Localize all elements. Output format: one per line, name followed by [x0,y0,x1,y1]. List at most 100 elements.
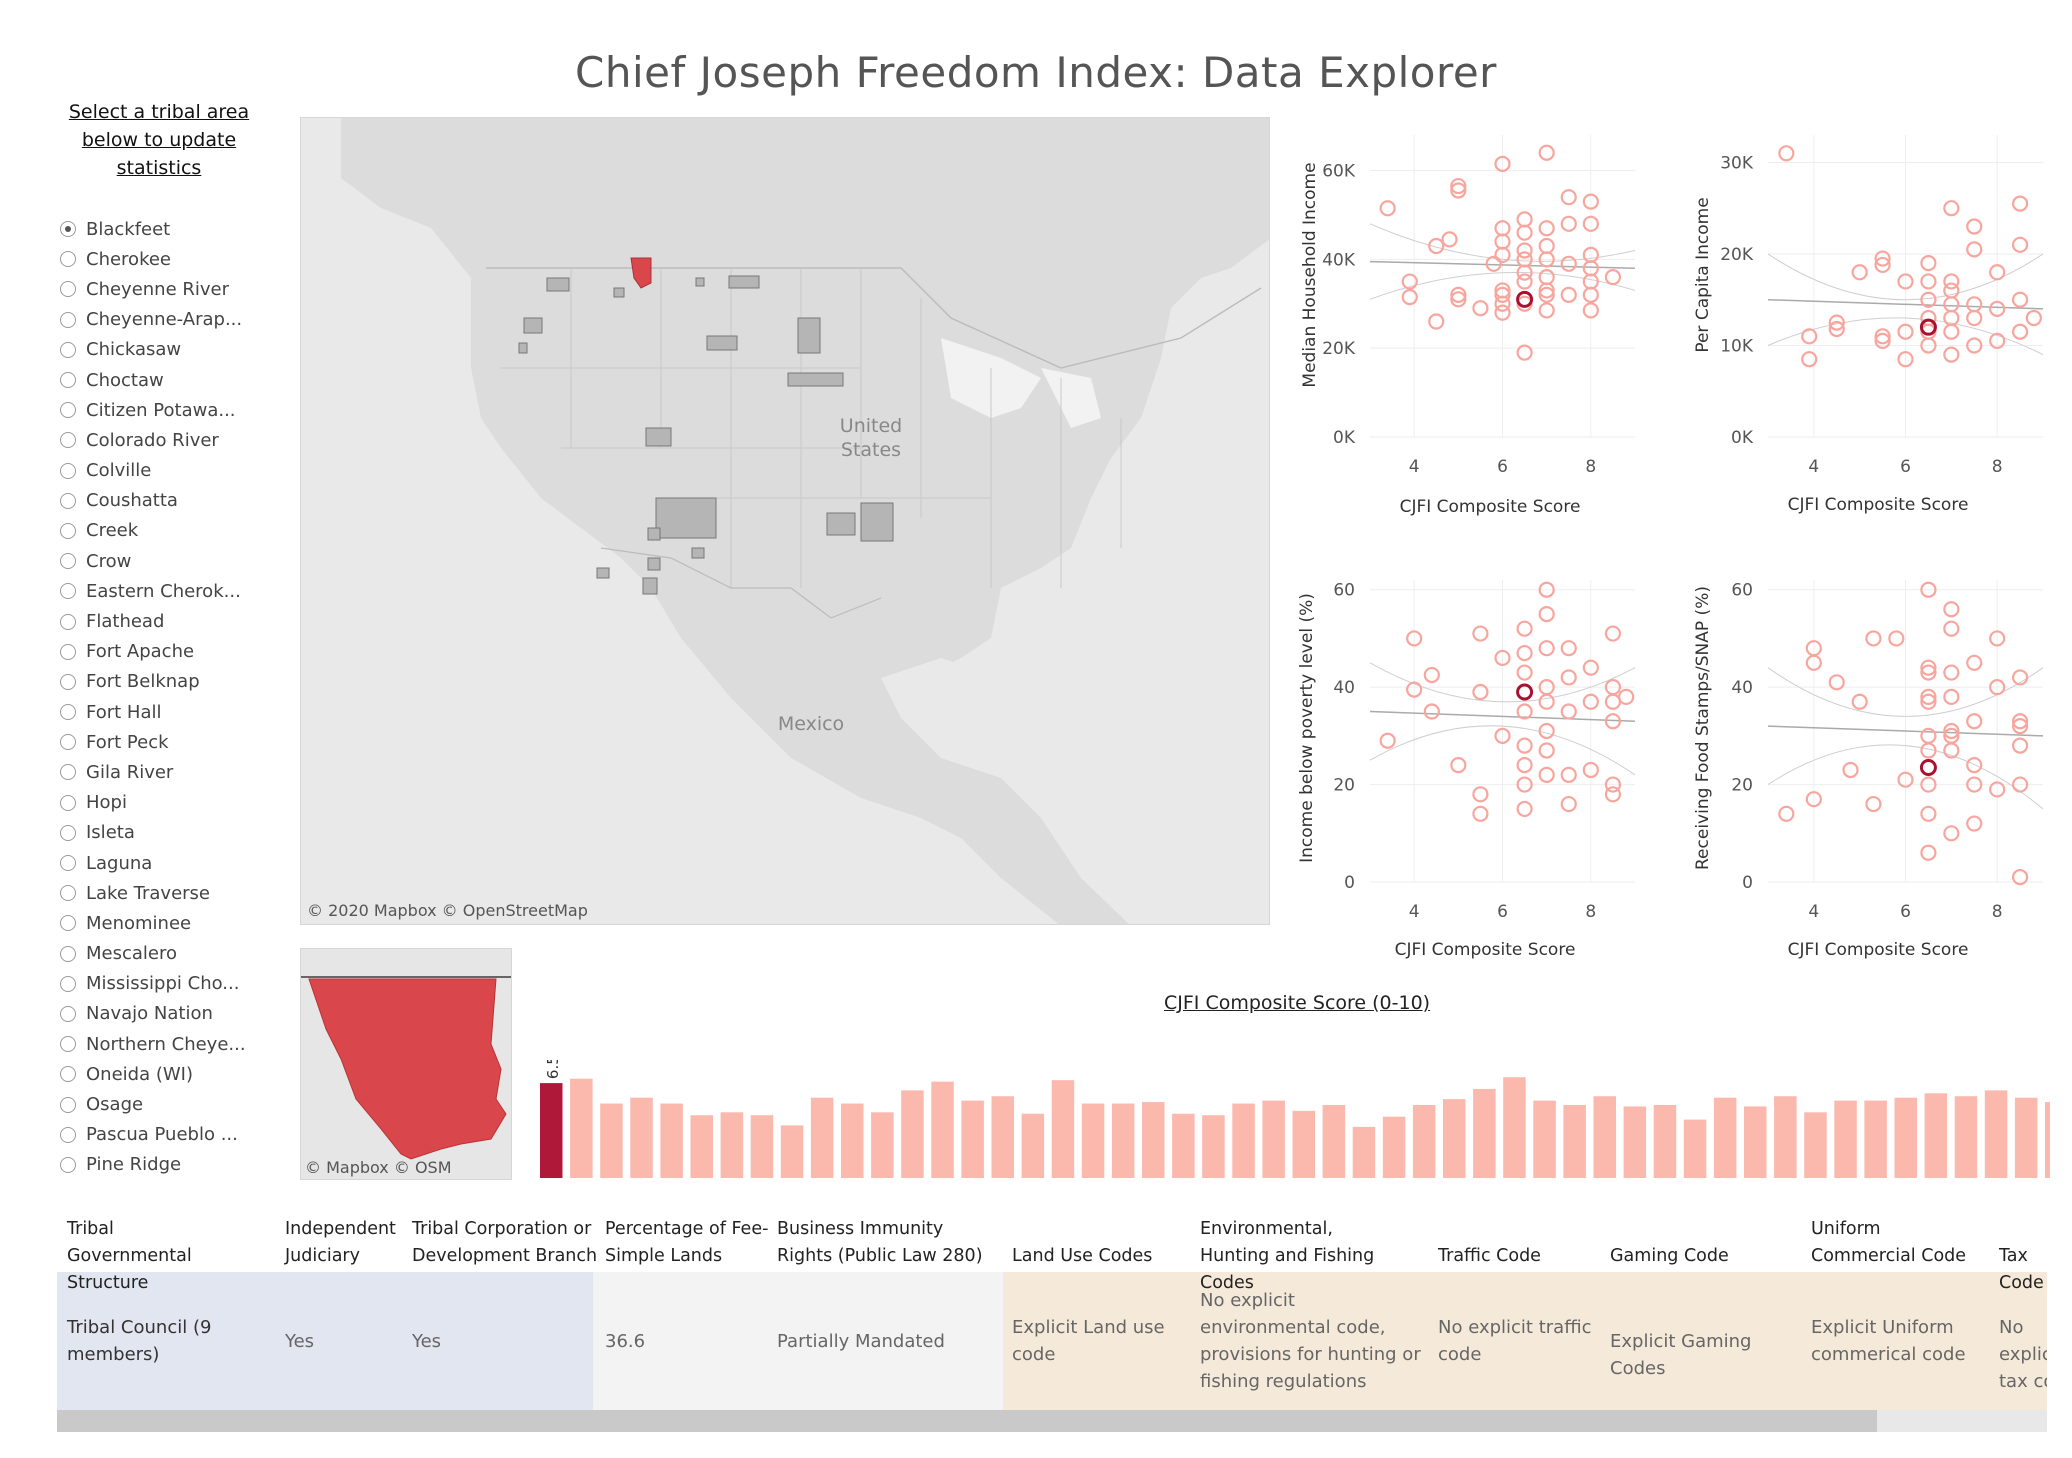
tribal-area-radio-item[interactable]: Osage [60,1089,270,1119]
bar[interactable] [991,1096,1015,1178]
scatter-point[interactable] [1423,666,1440,684]
scatter-point[interactable] [1582,659,1599,676]
tribal-area-radio-item[interactable]: Eastern Cherok... [60,576,270,606]
scatter-point[interactable] [1897,771,1914,788]
scatter-point[interactable] [1582,286,1599,303]
scatter-point[interactable] [1582,693,1599,710]
tribal-area-radio-item[interactable]: Colorado River [60,425,270,455]
scatter-point[interactable] [1966,296,1983,313]
bar[interactable] [901,1090,924,1178]
table-header-cell[interactable]: Environmental, Hunting and Fishing Codes [1200,1219,1375,1293]
scatter-point[interactable] [1604,693,1622,710]
tribal-area-radio-item[interactable]: Cheyenne River [60,274,270,304]
table-header-cell[interactable]: Traffic Code [1438,1246,1541,1266]
scatter-point[interactable] [1851,693,1868,710]
tribal-area-radio-item[interactable]: Mississippi Cho... [60,969,270,999]
scatter-point[interactable] [1538,237,1555,255]
tribal-area-radio-item[interactable]: Creek [60,516,270,546]
tribal-area-radio-item[interactable]: Isleta [60,818,270,848]
scatter-point[interactable] [1604,625,1622,642]
table-header-cell[interactable]: Business Immunity Rights (Public Law 280… [777,1219,983,1266]
scatter-point[interactable] [1582,215,1599,232]
scatter-point[interactable] [1494,295,1511,312]
bar[interactable] [1834,1100,1857,1178]
scatter-point[interactable] [1472,786,1489,803]
scatter-point[interactable] [1805,654,1822,671]
scatter-point[interactable] [1920,727,1937,744]
tribal-area-radio-item[interactable]: Coushatta [60,486,270,516]
bar[interactable] [1533,1100,1556,1178]
scatter-point[interactable] [2011,776,2029,793]
scatter-point[interactable] [1516,273,1533,290]
scatter-point[interactable] [1801,328,1818,345]
scatter-point[interactable] [2011,323,2029,340]
scatter-point[interactable] [1966,756,1983,774]
scatter-point[interactable] [1485,255,1502,272]
tribal-area-radio-item[interactable]: Blackfeet [60,214,270,244]
scatter-point[interactable] [2011,291,2029,308]
scatter-point[interactable] [1494,286,1511,303]
table-header-cell[interactable]: Tax Code [1999,1246,2044,1293]
scatter-point[interactable] [1897,273,1914,290]
scatter-point[interactable] [1920,688,1937,706]
bar[interactable] [810,1097,834,1178]
scatter-point[interactable] [1472,805,1489,822]
scatter-point[interactable] [1560,766,1577,783]
radio-button-icon[interactable] [60,311,76,328]
radio-button-icon[interactable] [60,613,76,630]
bar[interactable] [1774,1096,1797,1178]
scatter-point[interactable] [1897,351,1914,368]
scatter-point[interactable] [1828,674,1845,691]
scatter-point[interactable] [1966,241,1983,258]
scatter-point[interactable] [1778,805,1795,822]
scatter-point[interactable] [1516,224,1533,241]
scatter-point[interactable] [1538,722,1555,740]
bar[interactable] [1713,1097,1737,1178]
tribal-area-radio-item[interactable]: Mescalero [60,939,270,969]
scatter-point[interactable] [1450,291,1467,308]
radio-button-icon[interactable] [60,945,76,962]
scatter-point[interactable] [1966,309,1983,327]
scatter-point-selected[interactable] [1919,318,1937,336]
scatter-point[interactable] [1516,242,1533,259]
scrollbar-thumb[interactable] [57,1410,1877,1432]
scatter-point[interactable] [1494,304,1511,321]
scatter-point[interactable] [1472,300,1489,317]
scatter-point[interactable] [1560,255,1577,272]
scatter-point-selected[interactable] [1516,290,1534,308]
scatter-point[interactable] [1920,664,1937,681]
scatter-point[interactable] [1966,776,1983,793]
scatter-point[interactable] [1966,218,1983,235]
main-map[interactable]: United States Mexico © 2020 Mapbox © Ope… [300,117,1270,925]
table-header-cell[interactable]: Gaming Code [1610,1246,1729,1266]
bar[interactable] [961,1100,984,1178]
radio-button-icon[interactable] [60,372,76,389]
scatter-point[interactable] [1516,776,1533,793]
scatter-point[interactable] [1516,644,1533,662]
scatter-point[interactable] [2011,195,2029,212]
scatter-point[interactable] [1560,795,1577,813]
scatter-point[interactable] [1494,727,1511,744]
radio-button-icon[interactable] [60,1036,76,1053]
bar[interactable] [1443,1099,1466,1178]
tribal-area-radio-item[interactable]: Gila River [60,757,270,787]
tribal-area-radio-item[interactable]: Choctaw [60,365,270,395]
scatter-point[interactable] [1560,640,1577,657]
bar[interactable] [1382,1116,1406,1178]
bar[interactable] [1894,1097,1918,1178]
scatter-point[interactable] [1494,155,1511,172]
bar[interactable] [1021,1113,1045,1178]
tribal-area-radio-item[interactable]: Pine Ridge [60,1150,270,1180]
scatter-point[interactable] [1943,273,1960,290]
radio-button-icon[interactable] [60,221,76,238]
table-header-cell[interactable]: Tribal Governmental Structure [67,1219,192,1293]
scatter-point[interactable] [1920,255,1937,272]
scatter-point[interactable] [1516,620,1533,637]
scatter-point[interactable] [1538,220,1555,237]
tribal-area-radio-item[interactable]: Flathead [60,606,270,636]
scatter-point[interactable] [1920,337,1937,354]
scatter-point[interactable] [1379,200,1396,217]
scatter-point[interactable] [2011,669,2029,686]
scatter-point[interactable] [2011,869,2029,886]
cjfi-score-bar-chart[interactable]: 6.5 [540,1060,2050,1180]
